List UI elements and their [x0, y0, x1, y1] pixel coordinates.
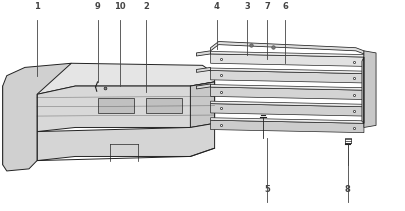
Polygon shape — [211, 101, 364, 107]
Polygon shape — [211, 104, 364, 116]
Polygon shape — [196, 51, 211, 56]
Text: 4: 4 — [214, 3, 220, 11]
Text: 9: 9 — [95, 3, 100, 11]
Polygon shape — [211, 54, 364, 66]
Polygon shape — [211, 85, 364, 90]
Text: 7: 7 — [264, 3, 270, 11]
Polygon shape — [98, 99, 134, 113]
Text: 5: 5 — [264, 185, 270, 194]
Polygon shape — [211, 87, 364, 100]
Polygon shape — [211, 118, 364, 123]
Polygon shape — [196, 84, 211, 89]
Polygon shape — [211, 68, 364, 74]
Polygon shape — [37, 63, 215, 94]
Polygon shape — [190, 82, 215, 127]
Polygon shape — [37, 123, 215, 161]
Polygon shape — [146, 99, 182, 113]
Text: 10: 10 — [114, 3, 126, 11]
Polygon shape — [211, 42, 364, 54]
Polygon shape — [3, 63, 71, 171]
Polygon shape — [3, 78, 37, 165]
Polygon shape — [211, 70, 364, 83]
Text: 3: 3 — [244, 3, 250, 11]
Text: 8: 8 — [345, 185, 351, 194]
Polygon shape — [211, 120, 364, 133]
Polygon shape — [362, 51, 376, 127]
Polygon shape — [37, 82, 215, 132]
Text: 1: 1 — [34, 3, 40, 11]
Polygon shape — [211, 51, 364, 57]
Polygon shape — [196, 67, 211, 72]
Text: 6: 6 — [282, 3, 288, 11]
Text: 2: 2 — [143, 3, 149, 11]
